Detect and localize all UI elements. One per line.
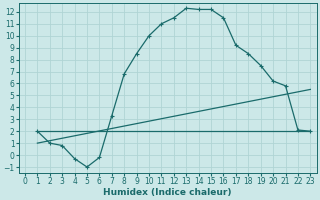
X-axis label: Humidex (Indice chaleur): Humidex (Indice chaleur) [103, 188, 232, 197]
